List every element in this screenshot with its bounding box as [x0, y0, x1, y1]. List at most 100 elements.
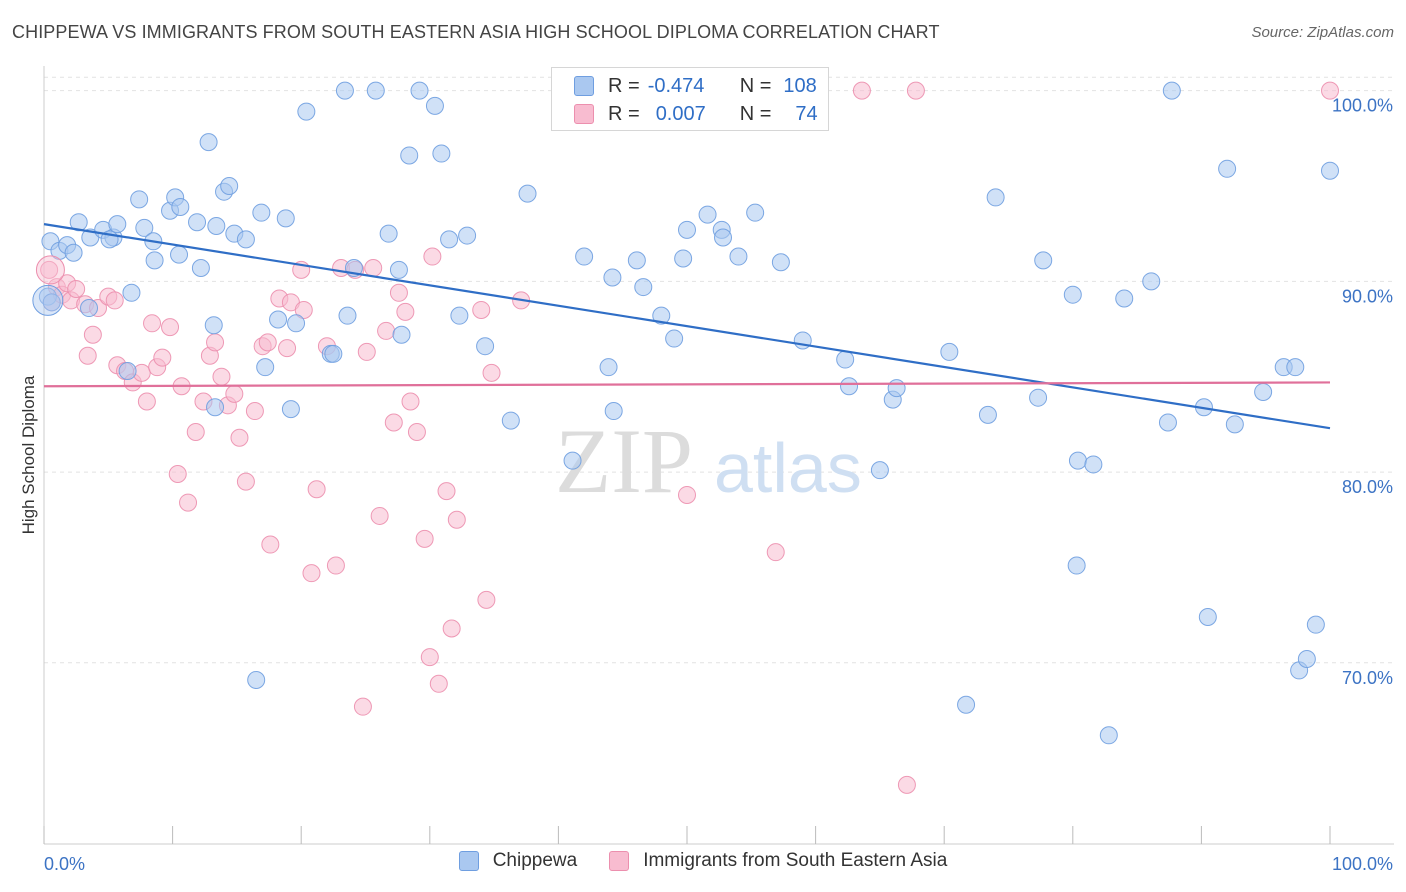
- immigrants-point: [377, 321, 396, 340]
- chippewa-point: [476, 337, 495, 356]
- chart-title: CHIPPEWA VS IMMIGRANTS FROM SOUTH EASTER…: [12, 22, 940, 42]
- immigrants-point: [396, 302, 415, 321]
- immigrants-point: [370, 506, 389, 525]
- chippewa-point: [634, 278, 653, 297]
- immigrants-point: [302, 564, 321, 583]
- legend-r-value: 0.007: [655, 102, 706, 125]
- immigrants-point: [407, 423, 426, 442]
- immigrants-point: [137, 392, 156, 411]
- chippewa-point: [957, 695, 976, 714]
- immigrants-point: [105, 291, 124, 310]
- y-tick-label: 100.0%: [1332, 96, 1393, 116]
- watermark: ZIP atlas: [555, 410, 862, 512]
- immigrants-point: [353, 697, 372, 716]
- chippewa-point: [604, 402, 623, 421]
- chippewa-point: [64, 243, 83, 262]
- chippewa-point: [206, 398, 225, 417]
- chippewa-point: [276, 209, 295, 228]
- immigrants-point: [897, 775, 916, 794]
- data-points: [32, 81, 1339, 794]
- legend-swatch-chippewa: [574, 76, 594, 96]
- chippewa-point: [1084, 455, 1103, 474]
- immigrants-point: [357, 342, 376, 361]
- immigrants-point: [482, 363, 501, 382]
- chippewa-point: [269, 310, 288, 329]
- chippewa-point: [252, 203, 271, 222]
- legend-n-value: 108: [783, 74, 817, 97]
- immigrants-point: [401, 392, 420, 411]
- chippewa-point: [191, 258, 210, 277]
- chippewa-point: [714, 228, 733, 247]
- chippewa-point: [978, 405, 997, 424]
- y-tick-label: 80.0%: [1342, 477, 1393, 497]
- immigrants-point: [472, 300, 491, 319]
- chippewa-point: [432, 144, 451, 163]
- chippewa-point: [392, 325, 411, 344]
- immigrants-point: [852, 81, 871, 100]
- chippewa-point: [665, 329, 684, 348]
- chippewa-point: [1068, 451, 1087, 470]
- chippewa-point: [400, 146, 419, 165]
- immigrants-point: [230, 428, 249, 447]
- chippewa-point: [870, 461, 889, 480]
- chippewa-point: [575, 247, 594, 266]
- chippewa-point: [1297, 649, 1316, 668]
- chippewa-point: [1225, 415, 1244, 434]
- chippewa-point: [986, 188, 1005, 207]
- series-legend-chippewa[interactable]: Chippewa: [458, 850, 577, 872]
- legend-swatch-immigrants: [574, 104, 594, 124]
- chippewa-point: [188, 213, 207, 232]
- chippewa-point: [80, 299, 99, 318]
- immigrants-point: [384, 413, 403, 432]
- chippewa-point: [338, 306, 357, 325]
- immigrants-point: [420, 648, 439, 667]
- legend-n-value: 74: [795, 102, 818, 125]
- immigrants-point: [447, 510, 466, 529]
- immigrants-point: [477, 590, 496, 609]
- chippewa-point: [130, 190, 149, 209]
- chippewa-point: [746, 203, 765, 222]
- chippewa-point: [1099, 726, 1118, 745]
- immigrants-point: [212, 367, 231, 386]
- chippewa-point: [204, 316, 223, 335]
- immigrants-point: [307, 480, 326, 499]
- chippewa-trend-line: [43, 223, 1331, 430]
- chippewa-point: [836, 350, 855, 369]
- series-legend-immigrants[interactable]: Immigrants from South Eastern Asia: [609, 850, 947, 872]
- immigrants-point: [278, 339, 297, 358]
- legend-row-immigrants: R = 0.007 N = 74: [574, 100, 818, 128]
- y-tick-label: 90.0%: [1342, 286, 1393, 306]
- chippewa-point: [199, 133, 218, 152]
- chippewa-point: [887, 379, 906, 398]
- legend-r-value: -0.474: [647, 74, 705, 97]
- chippewa-point: [1158, 413, 1177, 432]
- chippewa-point: [335, 81, 354, 100]
- trend-lines: [43, 223, 1331, 430]
- chippewa-point: [42, 293, 61, 312]
- x-tick-label: 0.0%: [44, 854, 85, 874]
- chippewa-point: [145, 251, 164, 270]
- gridlines: [44, 76, 1394, 664]
- chippewa-point: [698, 205, 717, 224]
- chippewa-point: [771, 253, 790, 272]
- immigrants-point: [437, 482, 456, 501]
- chippewa-point: [678, 220, 696, 239]
- source-credit: Source: ZipAtlas.com: [1251, 24, 1394, 41]
- immigrants-point: [423, 247, 442, 266]
- immigrants-point: [206, 333, 225, 352]
- immigrants-point: [186, 423, 205, 442]
- chippewa-point: [32, 284, 64, 316]
- legend-row-chippewa: R = -0.474 N = 108: [574, 72, 817, 100]
- chippewa-point: [729, 247, 748, 266]
- series-swatch-chippewa: [458, 851, 479, 871]
- chippewa-point: [247, 670, 266, 689]
- correlation-legend: R = -0.474 N = 108 R = 0.007 N = 74: [551, 67, 829, 131]
- immigrants-point: [179, 493, 198, 512]
- chippewa-point: [501, 411, 520, 430]
- immigrants-point: [40, 260, 59, 279]
- immigrants-point: [161, 318, 180, 337]
- chippewa-point: [1321, 161, 1339, 180]
- watermark-atlas: atlas: [714, 429, 862, 507]
- axes: [43, 66, 1394, 845]
